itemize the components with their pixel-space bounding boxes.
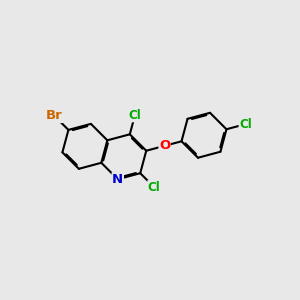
Text: Cl: Cl [128, 109, 141, 122]
Text: Cl: Cl [148, 181, 161, 194]
Text: N: N [112, 173, 123, 186]
Text: Br: Br [46, 110, 63, 122]
Text: Cl: Cl [239, 118, 252, 130]
Text: O: O [159, 139, 170, 152]
